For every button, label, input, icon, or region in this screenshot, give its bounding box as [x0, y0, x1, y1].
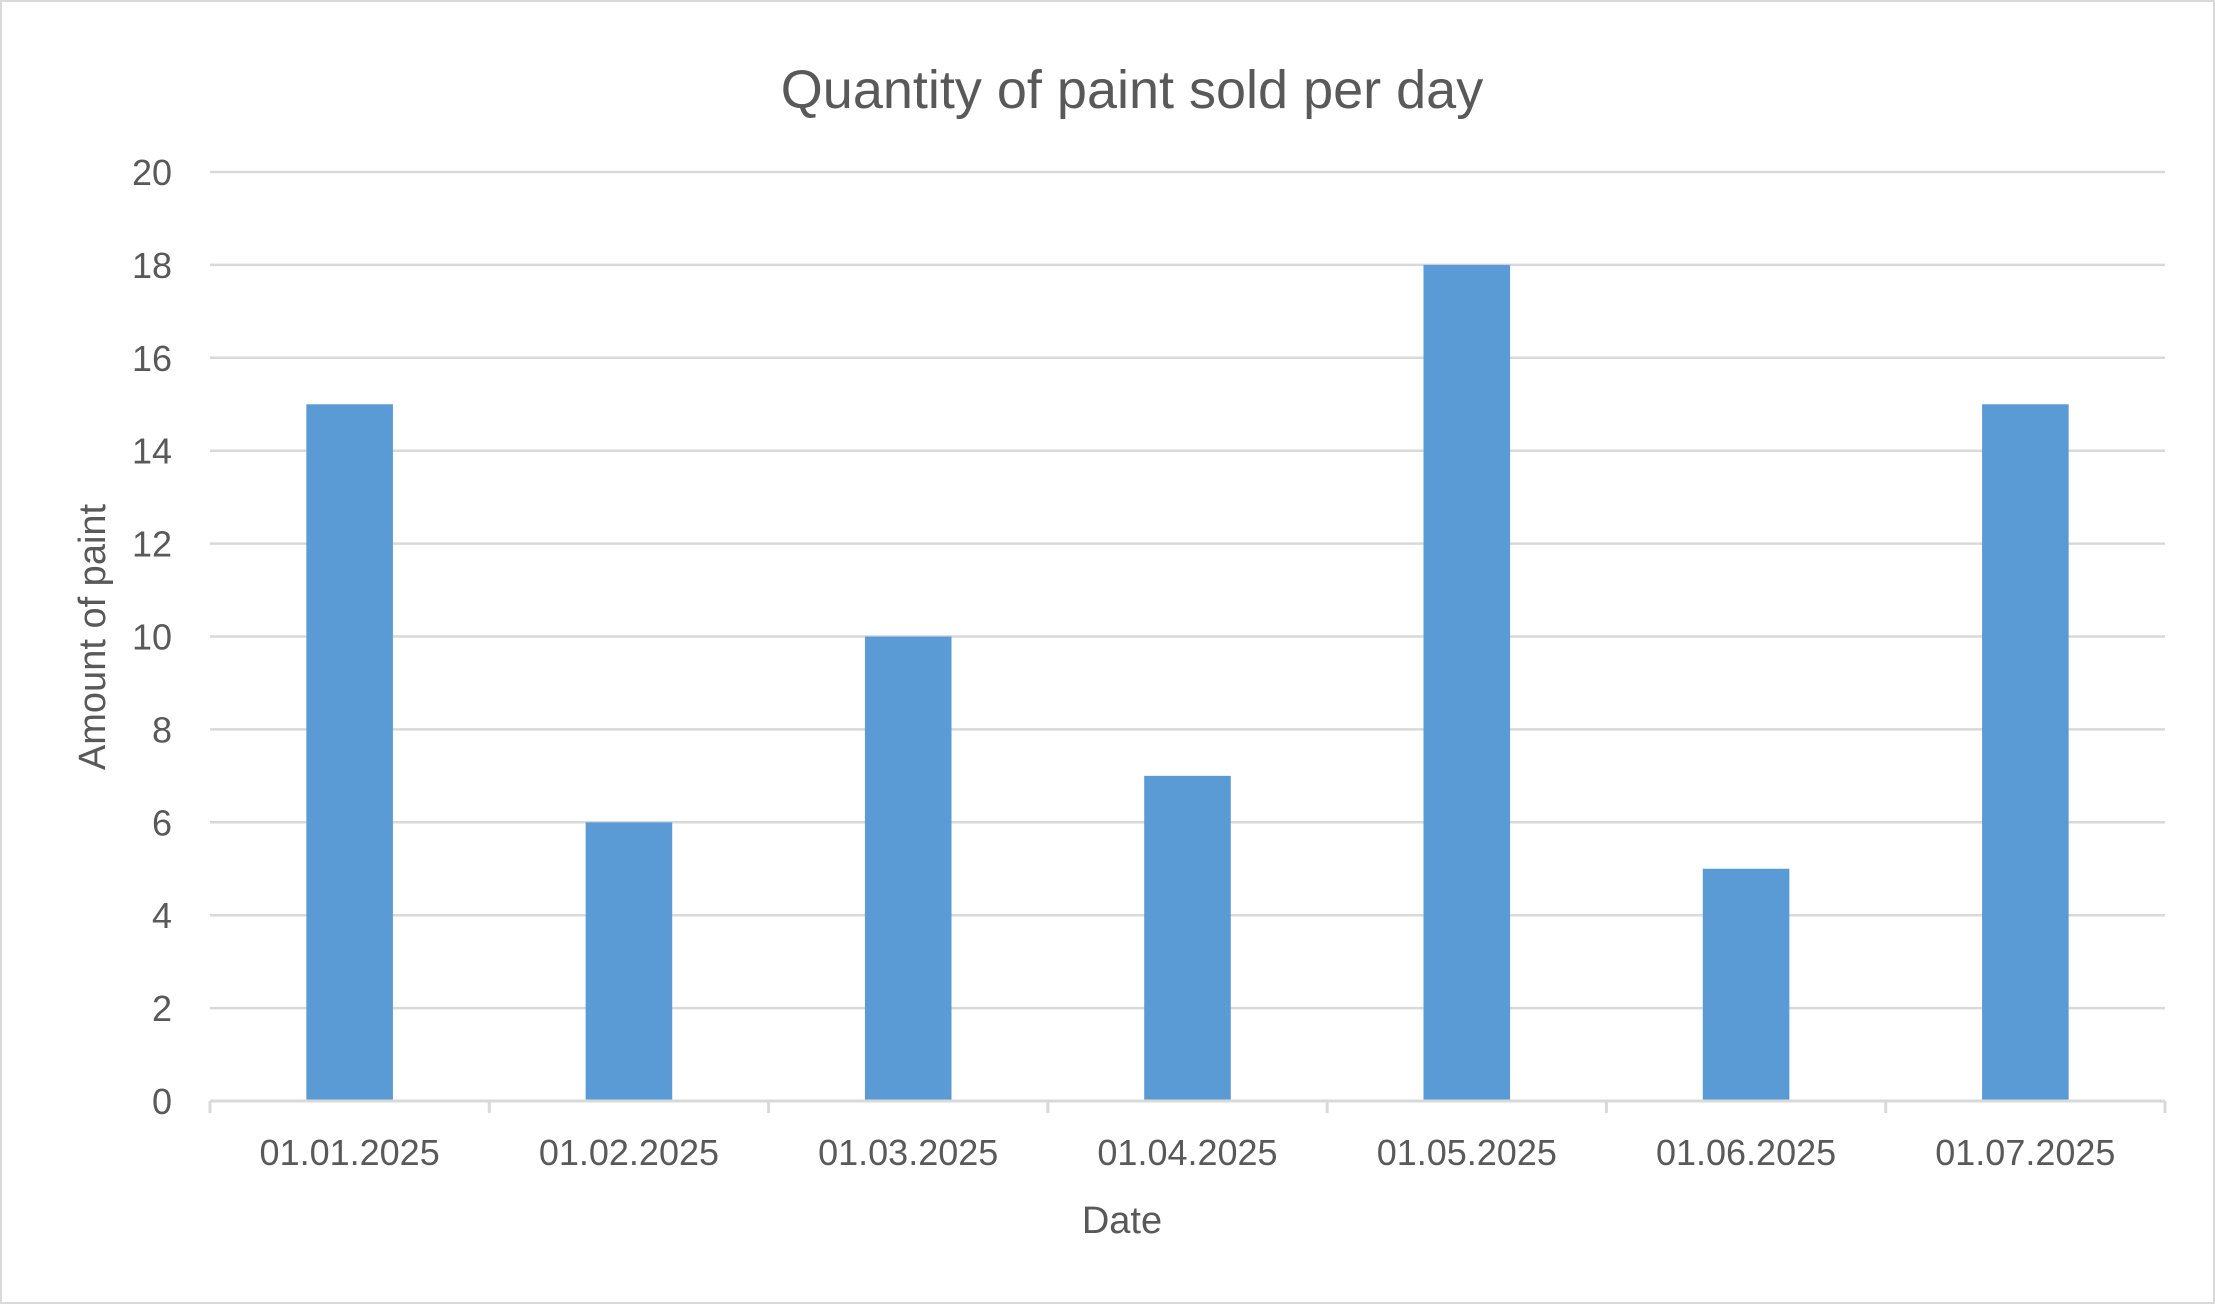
bar: [1423, 264, 1511, 1101]
x-tick-label: 01.03.2025: [818, 1132, 998, 1173]
x-axis-label: Date: [1082, 1200, 1162, 1242]
x-tick-label: 01.04.2025: [1097, 1132, 1277, 1173]
y-tick-label: 18: [132, 245, 172, 286]
bars: [306, 264, 2069, 1101]
bar: [1982, 404, 2069, 1101]
gridlines: [210, 170, 2165, 1010]
y-tick-label: 20: [132, 152, 172, 193]
x-tick-label: 01.06.2025: [1656, 1132, 1836, 1173]
y-tick-label: 2: [152, 988, 172, 1029]
y-tick-label: 0: [152, 1081, 172, 1122]
y-tick-label: 16: [132, 338, 172, 379]
bar: [306, 404, 393, 1101]
y-tick-label: 4: [152, 895, 172, 936]
y-tick-label: 8: [152, 709, 172, 750]
bar: [1702, 868, 1790, 1101]
x-tick-label: 01.02.2025: [539, 1132, 719, 1173]
y-axis-tick-labels: 0 2 4 6 8 10 12 14 16 18 20: [132, 152, 172, 1122]
x-tick-label: 01.07.2025: [1935, 1132, 2115, 1173]
chart-title: Quantity of paint sold per day: [781, 60, 1483, 120]
y-axis-label: Amount of paint: [72, 503, 114, 770]
x-axis-tick-labels: 01.01.2025 01.02.2025 01.03.2025 01.04.2025…: [260, 1132, 2116, 1173]
bar: [585, 822, 673, 1101]
bar: [864, 636, 952, 1101]
y-tick-label: 10: [132, 617, 172, 658]
y-tick-label: 14: [132, 431, 172, 472]
y-tick-label: 12: [132, 524, 172, 565]
x-tick-label: 01.05.2025: [1377, 1132, 1557, 1173]
y-tick-label: 6: [152, 802, 172, 843]
x-tick-label: 01.01.2025: [260, 1132, 440, 1173]
x-axis: [208, 1099, 2167, 1113]
bar: [1144, 775, 1231, 1101]
